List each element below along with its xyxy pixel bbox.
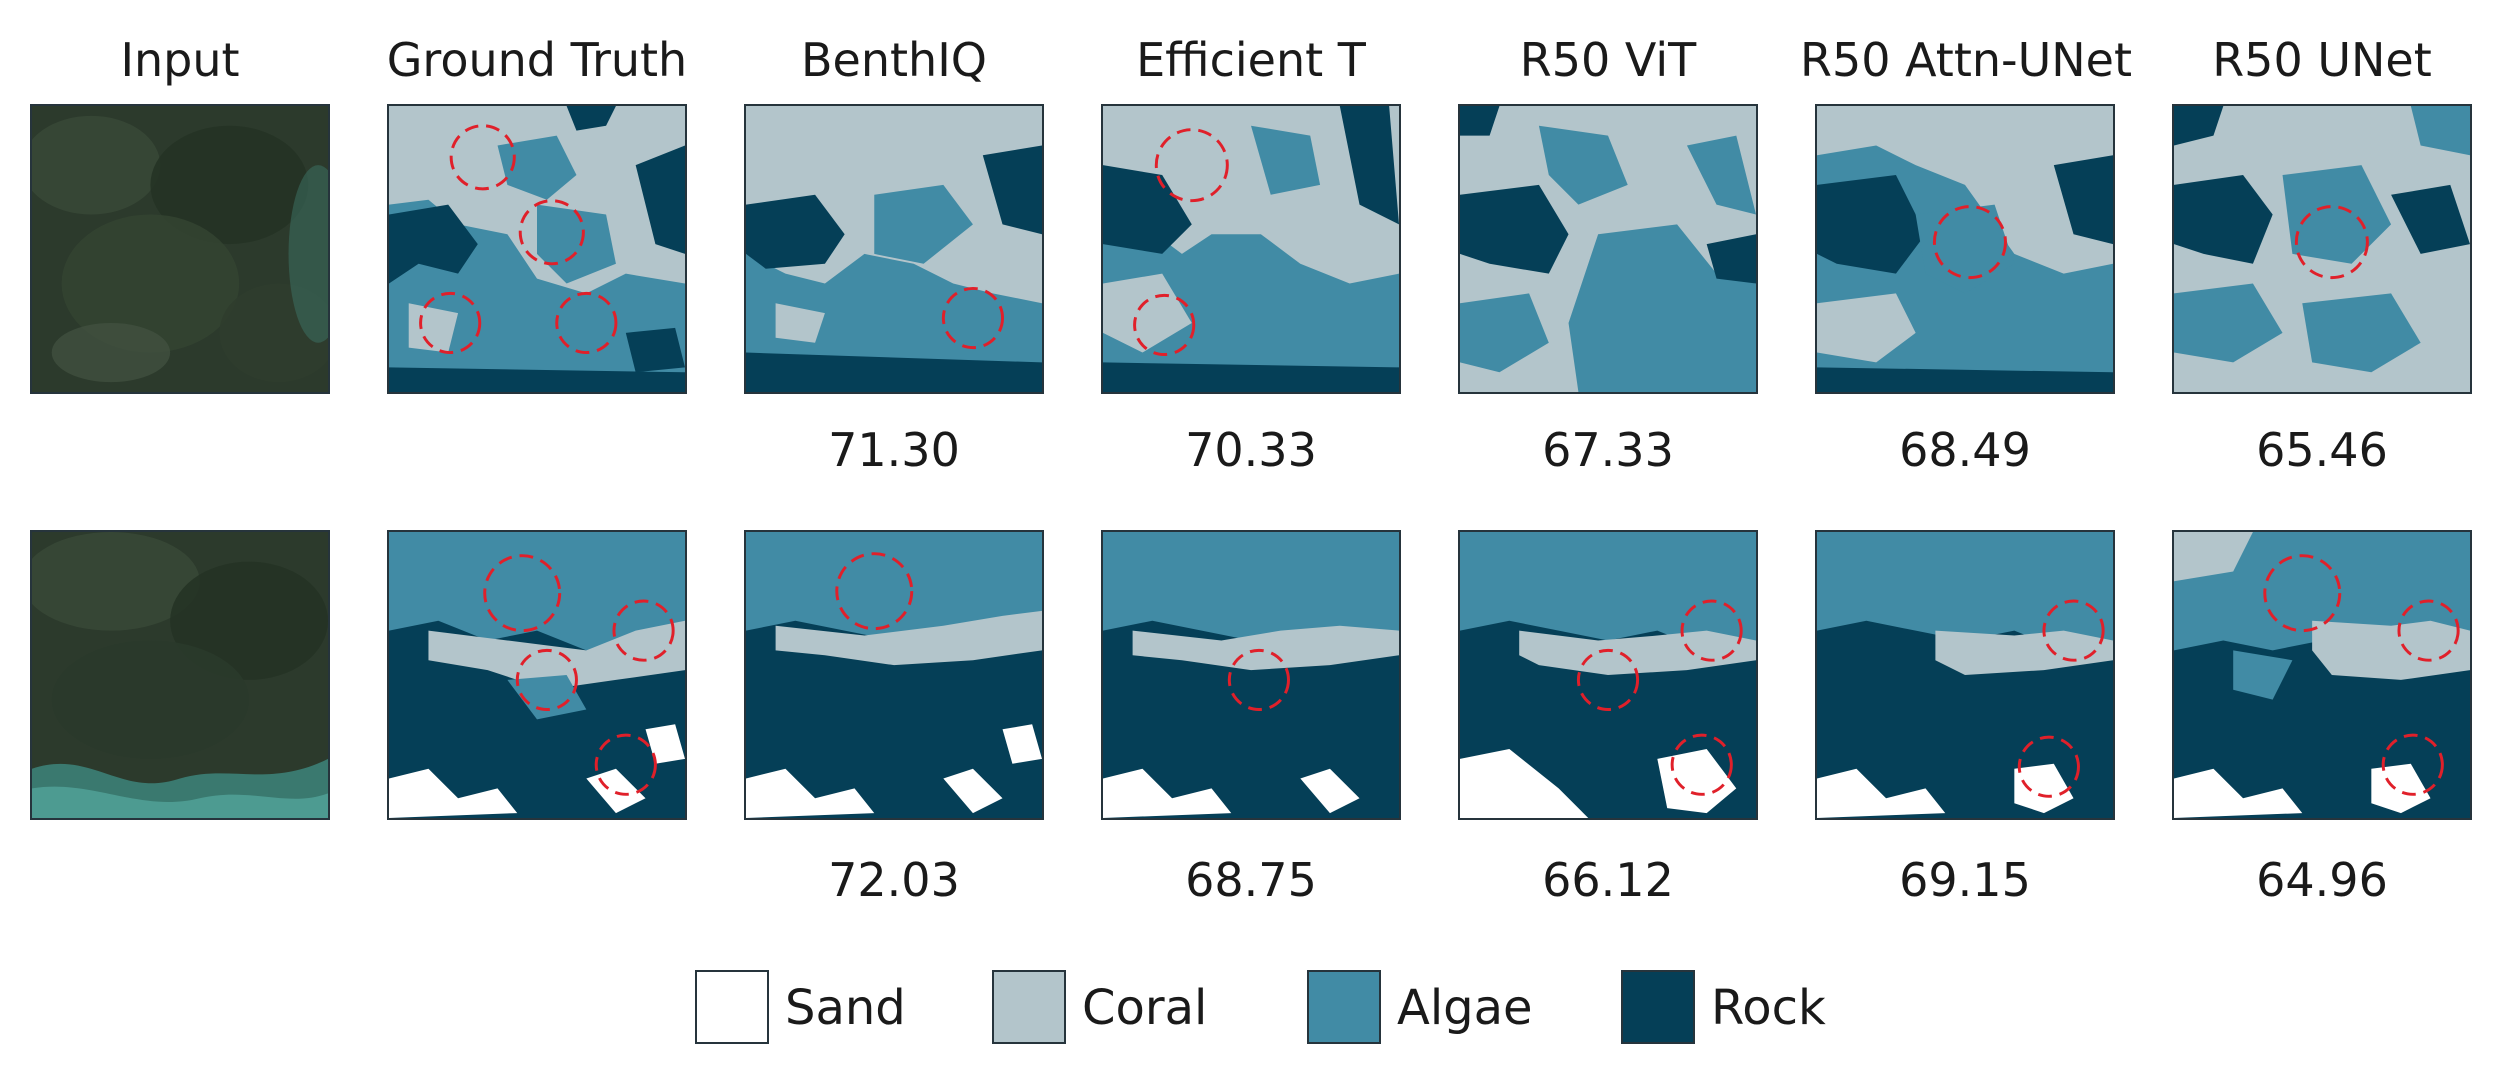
column-title-r50-unet: R50 UNet xyxy=(2212,33,2432,87)
r50-vit-map-row-2 xyxy=(1458,530,1758,820)
benthiq-map-row-1 xyxy=(744,104,1044,394)
efficient-t-map-row-2 xyxy=(1101,530,1401,820)
input-image-row-1 xyxy=(30,104,330,394)
legend-swatch-algae xyxy=(1307,970,1381,1044)
legend-item-coral: Coral xyxy=(992,970,1252,1048)
efficient-t-map-row-1 xyxy=(1101,104,1401,394)
legend-swatch-rock xyxy=(1621,970,1695,1044)
column-title-ground-truth: Ground Truth xyxy=(386,33,688,87)
r50-attn-unet-map-row-1 xyxy=(1815,104,2115,394)
legend-label-sand: Sand xyxy=(785,980,906,1036)
r50-unet-map-row-2 xyxy=(2172,530,2472,820)
score-benthiq-row-1: 71.30 xyxy=(828,423,960,477)
ground-truth-map-row-1 xyxy=(387,104,687,394)
score-r50-unet-row-1: 65.46 xyxy=(2256,423,2388,477)
column-title-input: Input xyxy=(120,33,240,87)
column-title-r50-vit: R50 ViT xyxy=(1519,33,1697,87)
legend-label-rock: Rock xyxy=(1711,980,1826,1036)
legend-item-sand: Sand xyxy=(695,970,955,1048)
legend-item-algae: Algae xyxy=(1307,970,1567,1048)
column-title-r50-attn-unet: R50 Attn-UNet xyxy=(1800,33,2133,87)
r50-unet-map-row-1 xyxy=(2172,104,2472,394)
r50-attn-unet-map-row-2 xyxy=(1815,530,2115,820)
score-r50-unet-row-2: 64.96 xyxy=(2256,853,2388,907)
r50-vit-map-row-1 xyxy=(1458,104,1758,394)
legend-label-coral: Coral xyxy=(1082,980,1208,1036)
column-title-benthiq: BenthIQ xyxy=(801,33,987,87)
score-efficient-t-row-2: 68.75 xyxy=(1185,853,1317,907)
legend-swatch-sand xyxy=(695,970,769,1044)
score-efficient-t-row-1: 70.33 xyxy=(1185,423,1317,477)
ground-truth-map-row-2 xyxy=(387,530,687,820)
score-r50-attn-unet-row-1: 68.49 xyxy=(1899,423,2031,477)
score-r50-vit-row-2: 66.12 xyxy=(1542,853,1674,907)
score-r50-attn-unet-row-2: 69.15 xyxy=(1899,853,2031,907)
score-r50-vit-row-1: 67.33 xyxy=(1542,423,1674,477)
score-benthiq-row-2: 72.03 xyxy=(828,853,960,907)
legend-item-rock: Rock xyxy=(1621,970,1881,1048)
input-image-row-2 xyxy=(30,530,330,820)
benthiq-map-row-2 xyxy=(744,530,1044,820)
column-title-efficient-t: Efficient T xyxy=(1136,33,1366,87)
legend-swatch-coral xyxy=(992,970,1066,1044)
legend-label-algae: Algae xyxy=(1397,980,1533,1036)
